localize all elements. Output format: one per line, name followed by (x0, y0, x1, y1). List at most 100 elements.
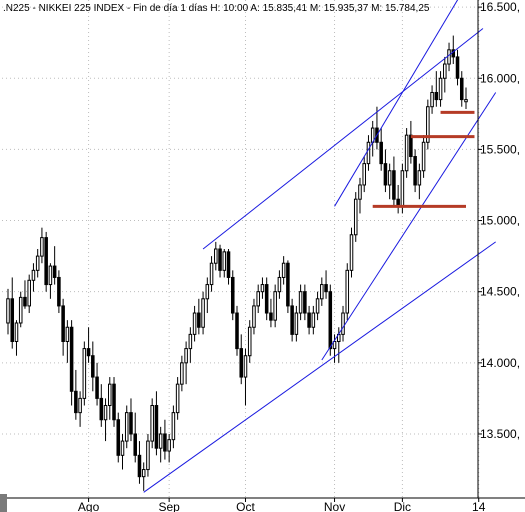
candle-body (108, 383, 112, 407)
candle (413, 149, 417, 193)
trendline-3 (334, 0, 459, 207)
candle-body (158, 433, 163, 449)
header-sep-1: - (30, 3, 39, 14)
candle (383, 149, 388, 193)
candle-body (298, 291, 303, 314)
candle-body (192, 312, 197, 335)
candle-body (239, 348, 244, 378)
candle-body (116, 419, 121, 456)
chart-header-text: .N225 - NIKKEI 225 INDEX - Fin de día 1 … (3, 3, 430, 14)
candle (260, 277, 265, 299)
candle (387, 163, 392, 200)
candle-body (57, 276, 61, 307)
y-tick-label: 14.500, (480, 285, 520, 299)
header-hour-value: 10:00 (223, 3, 248, 14)
candle (256, 284, 260, 314)
candle (167, 433, 171, 463)
candle-body (434, 91, 439, 101)
candle-body (413, 156, 417, 186)
candle-body (307, 312, 311, 328)
candle-body (379, 141, 383, 165)
candle (57, 270, 61, 314)
candle (320, 277, 324, 306)
candle-body (320, 284, 324, 300)
candle (345, 263, 350, 321)
candle (91, 341, 95, 392)
header-sep-2: - (124, 3, 133, 14)
candle (341, 305, 345, 342)
candle (86, 327, 91, 363)
candle (82, 341, 87, 406)
candle-body (48, 265, 53, 286)
candle (222, 249, 227, 278)
candle (426, 99, 430, 150)
candle (264, 277, 269, 321)
y-tick-label: 15.000, (480, 214, 520, 228)
candle (133, 412, 137, 463)
candle (10, 277, 15, 349)
candle-body (14, 322, 19, 342)
candle (108, 377, 112, 420)
candle (69, 320, 74, 406)
candle-body (171, 412, 176, 441)
candle-body (201, 298, 205, 328)
candle (171, 405, 176, 449)
candle-body (277, 276, 282, 293)
candle-body (150, 405, 154, 442)
candle (273, 284, 277, 328)
candle (163, 419, 167, 460)
candle-body (188, 333, 193, 350)
candle-body (99, 397, 104, 421)
trendline-0 (143, 241, 496, 493)
candle-body (443, 63, 447, 79)
x-tick-label: Sep (158, 500, 180, 512)
candle-body (65, 326, 70, 342)
candle (315, 291, 320, 321)
candle (129, 398, 133, 442)
x-tick-label: Ago (78, 500, 100, 512)
candle-body (27, 279, 31, 307)
candle (455, 49, 460, 86)
candle (78, 391, 82, 427)
candle (146, 433, 150, 477)
candle (434, 71, 439, 107)
candle-body (404, 134, 409, 172)
candle (154, 391, 159, 456)
candle (438, 71, 443, 107)
candle-body (273, 291, 277, 321)
candle-body (154, 405, 159, 449)
candle-body (23, 296, 27, 307)
candle (307, 305, 311, 335)
candle-body (247, 326, 252, 357)
header-low-value: 15.784,25 (385, 3, 430, 14)
candle-body (243, 355, 248, 378)
candle-body (464, 99, 468, 103)
candle (112, 377, 116, 427)
candle-body (137, 454, 142, 478)
candle-body (281, 262, 286, 278)
candle-body (35, 255, 40, 271)
candle (328, 284, 333, 356)
candle (235, 305, 239, 356)
y-tick-label: 14.000, (480, 356, 520, 370)
candle (65, 320, 70, 363)
candle-body (252, 305, 256, 328)
candle-body (260, 284, 265, 293)
header-name: NIKKEI 225 INDEX (39, 3, 125, 14)
candle (150, 398, 154, 449)
candle (35, 249, 40, 278)
candle (27, 274, 31, 314)
candle (116, 412, 121, 463)
candle (14, 320, 19, 356)
candle (243, 348, 248, 406)
scroll-handle[interactable] (0, 494, 7, 512)
candle-body (455, 56, 460, 79)
candle-body (303, 291, 307, 314)
candle (95, 362, 99, 406)
candle-body (226, 251, 231, 278)
candle (175, 377, 180, 420)
candle-body (31, 269, 36, 281)
candle (74, 369, 78, 420)
candle-body (197, 312, 201, 328)
candle-body (353, 198, 358, 236)
